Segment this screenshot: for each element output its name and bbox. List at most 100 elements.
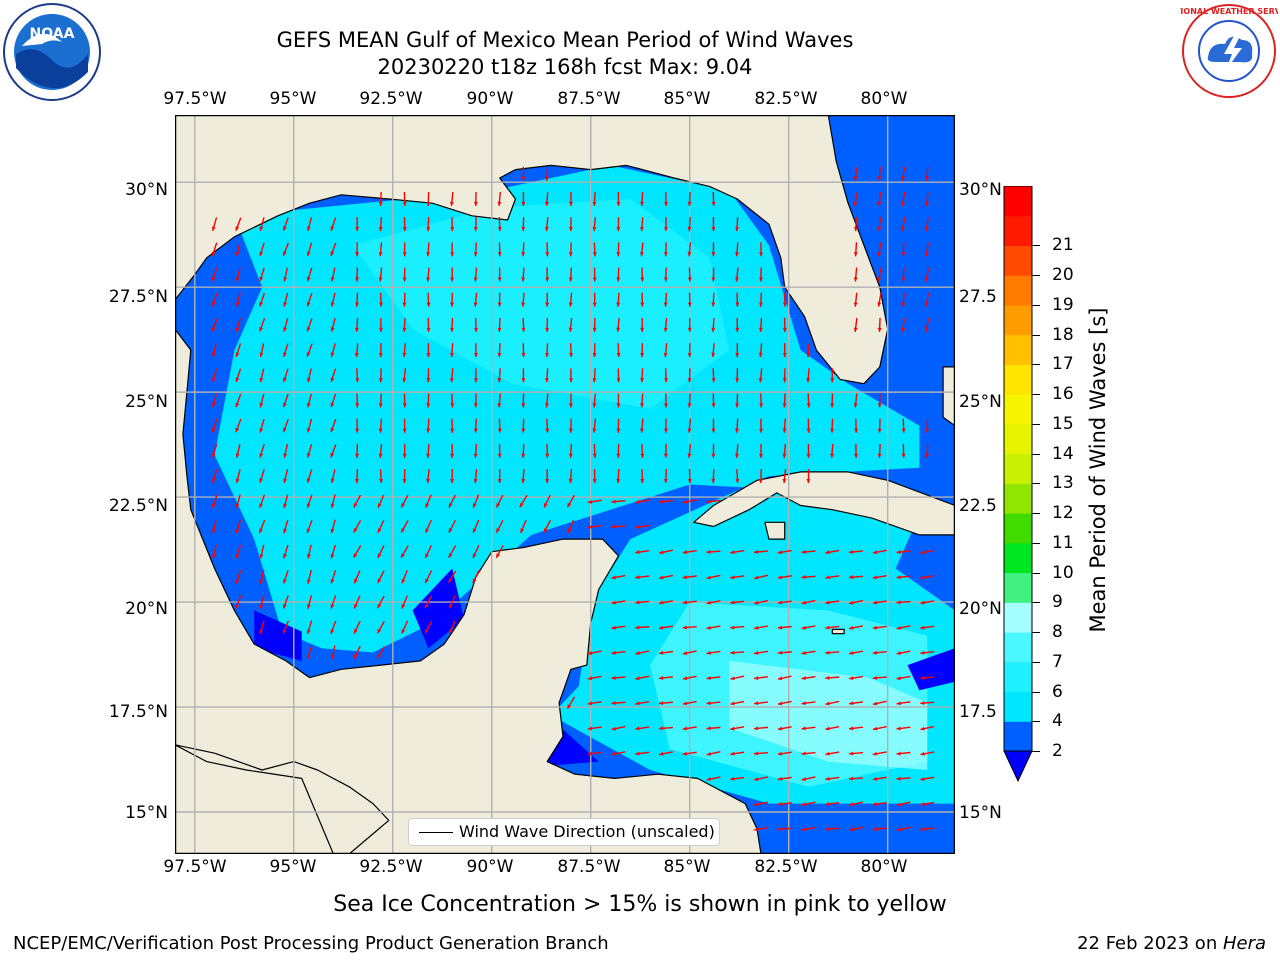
wave-direction-arrow [663, 242, 668, 257]
wave-direction-arrow [735, 242, 739, 257]
wave-direction-arrow [853, 317, 858, 332]
wave-direction-arrow [592, 317, 597, 332]
wave-direction-arrow [853, 393, 858, 408]
wave-direction-arrow [306, 217, 313, 232]
wave-direction-arrow [924, 317, 930, 332]
wave-direction-arrow [235, 595, 242, 609]
wave-direction-arrow [801, 625, 816, 630]
wave-direction-arrow [587, 524, 602, 529]
wave-direction-arrow [426, 267, 431, 282]
wave-direction-arrow [753, 650, 769, 655]
wave-direction-arrow [330, 418, 337, 433]
wave-direction-arrow [853, 217, 858, 232]
legend-label: Wind Wave Direction (unscaled) [459, 822, 715, 841]
wave-direction-arrow [753, 625, 769, 630]
wave-direction-arrow [282, 570, 289, 584]
wave-direction-arrow [872, 650, 887, 655]
wave-direction-arrow [378, 267, 383, 282]
lon-label-bottom: 92.5°W [359, 857, 423, 877]
wave-direction-arrow [735, 292, 740, 307]
wave-direction-arrow [592, 368, 597, 383]
wave-direction-arrow [801, 675, 816, 681]
wave-direction-arrow [520, 519, 527, 534]
wave-direction-arrow [378, 418, 383, 433]
wave-direction-arrow [353, 570, 361, 584]
wave-direction-arrow [235, 544, 242, 559]
wave-direction-arrow [616, 217, 621, 232]
footer-site: Hera [1222, 933, 1266, 954]
wave-direction-arrow [801, 826, 816, 832]
wave-direction-arrow [735, 443, 739, 458]
lat-label-right: 25°N [959, 392, 1002, 412]
wave-direction-arrow [640, 292, 645, 307]
wave-direction-arrow [782, 443, 787, 458]
wave-direction-arrow [664, 191, 668, 206]
wave-direction-arrow [211, 217, 218, 232]
wind-wave-direction-arrows [211, 166, 935, 832]
wave-direction-arrow [639, 418, 644, 433]
wave-direction-arrow [711, 191, 716, 206]
wave-direction-arrow [592, 292, 597, 307]
wave-direction-arrow [473, 469, 478, 484]
wave-direction-arrow [663, 317, 668, 332]
wave-direction-arrow [706, 701, 721, 706]
wave-direction-arrow [545, 166, 549, 181]
wave-direction-arrow [426, 368, 431, 383]
wave-direction-arrow [354, 317, 359, 332]
lat-label-left: 25°N [125, 392, 168, 412]
wave-direction-arrow [730, 549, 745, 555]
wave-direction-arrow [639, 242, 644, 257]
wave-direction-arrow [635, 524, 650, 529]
wave-direction-arrow [521, 242, 526, 257]
wave-direction-arrow [896, 675, 911, 681]
wave-direction-arrow [753, 676, 769, 680]
wave-direction-arrow [355, 393, 360, 408]
wave-direction-arrow [352, 545, 362, 559]
wave-direction-arrow [711, 343, 716, 358]
wave-direction-arrow [592, 343, 597, 358]
wave-direction-arrow [753, 549, 769, 554]
wave-direction-arrow [306, 519, 313, 534]
wave-direction-arrow [663, 469, 668, 484]
wave-direction-arrow [521, 443, 526, 458]
wave-direction-arrow [426, 217, 431, 232]
wave-direction-arrow [901, 443, 906, 458]
wave-direction-arrow [402, 217, 407, 232]
wave-direction-arrow [777, 776, 792, 781]
wave-direction-arrow [495, 494, 504, 508]
wave-direction-arrow [730, 726, 745, 731]
wave-direction-arrow [283, 267, 289, 282]
wave-direction-arrow [426, 292, 431, 307]
wave-direction-arrow [687, 217, 692, 232]
wave-direction-arrow [569, 343, 573, 358]
colorbar-bin [1004, 186, 1032, 217]
wave-direction-arrow [307, 368, 312, 383]
wave-direction-arrow [616, 242, 621, 257]
colorbar-tick-label: 6 [1052, 681, 1063, 702]
wave-direction-arrow [616, 443, 621, 458]
wave-direction-arrow [568, 242, 573, 257]
wave-direction-arrow [753, 776, 768, 781]
wave-direction-arrow [687, 292, 692, 307]
wave-direction-arrow [259, 469, 265, 483]
lat-label-right: 22.5 [959, 496, 997, 516]
wave-direction-arrow [473, 191, 478, 206]
wave-direction-arrow [259, 569, 265, 584]
wave-direction-arrow [543, 519, 552, 534]
wave-direction-arrow [497, 418, 502, 433]
colorbar-tick-label: 4 [1052, 711, 1063, 732]
wave-direction-arrow [854, 443, 859, 458]
wave-direction-arrow [806, 469, 811, 484]
wave-direction-arrow [896, 826, 911, 832]
wave-direction-arrow [872, 625, 887, 630]
wave-direction-arrow [801, 701, 816, 706]
wave-direction-arrow [449, 368, 454, 383]
wave-direction-arrow [353, 645, 361, 660]
wave-direction-arrow [306, 267, 313, 282]
wave-direction-arrow [711, 317, 716, 332]
colorbar-bin [1004, 542, 1032, 574]
colorbar-tick-mark [1032, 721, 1040, 723]
wave-direction-arrow [355, 418, 360, 433]
lon-label-bottom: 85°W [663, 857, 711, 877]
wave-direction-arrow [235, 469, 241, 484]
